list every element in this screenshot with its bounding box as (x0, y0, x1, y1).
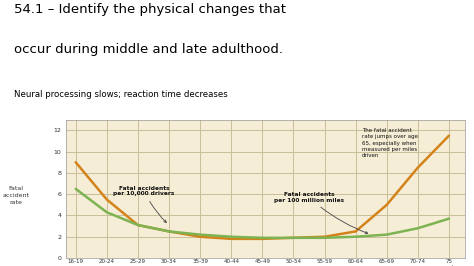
Text: Fatal accidents
per 100 million miles: Fatal accidents per 100 million miles (274, 192, 368, 234)
Text: Fatal
accident
rate: Fatal accident rate (2, 186, 29, 205)
Text: Neural processing slows; reaction time decreases: Neural processing slows; reaction time d… (14, 90, 228, 99)
Text: occur during middle and late adulthood.: occur during middle and late adulthood. (14, 43, 283, 56)
Text: The fatal accident
rate jumps over age
65, especially when
measured per miles
dr: The fatal accident rate jumps over age 6… (362, 128, 418, 158)
Text: Fatal accidents
per 10,000 drivers: Fatal accidents per 10,000 drivers (113, 185, 175, 222)
Text: 54.1 – Identify the physical changes that: 54.1 – Identify the physical changes tha… (14, 3, 286, 16)
